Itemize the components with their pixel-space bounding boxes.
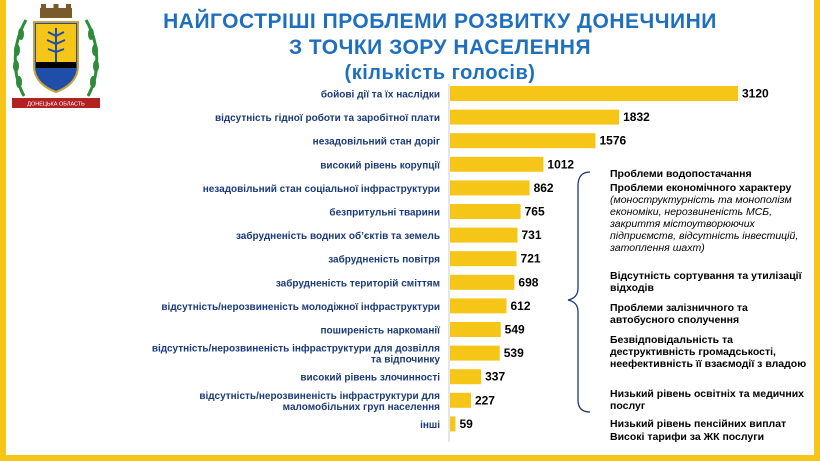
value-label-6: 765 bbox=[525, 205, 545, 219]
value-label-5: 862 bbox=[534, 181, 554, 195]
category-label-9: забрудненість територій сміттям bbox=[276, 277, 440, 289]
note-economic: Проблеми економічного характеру (моностр… bbox=[610, 182, 810, 254]
value-label-3: 1576 bbox=[599, 134, 626, 148]
value-label-11: 549 bbox=[505, 323, 525, 337]
category-label-4: високий рівень корупції bbox=[320, 160, 440, 171]
category-label-14: відсутність/нерозвиненість інфраструктур… bbox=[199, 390, 440, 413]
value-label-10: 612 bbox=[510, 299, 530, 313]
note-economic-title: Проблеми економічного характеру bbox=[610, 182, 792, 194]
category-label-1: бойові дії та їх наслідки bbox=[321, 89, 440, 101]
bar-6 bbox=[450, 204, 521, 219]
bar-4 bbox=[450, 156, 544, 172]
bar-13 bbox=[450, 369, 482, 385]
note-utility-tariffs: Високі тарифи за ЖК послуги bbox=[610, 431, 765, 443]
bar-1 bbox=[450, 86, 738, 101]
bar-7 bbox=[450, 227, 518, 243]
value-label-2: 1832 bbox=[623, 110, 650, 124]
value-label-14: 227 bbox=[475, 393, 495, 407]
bar-10 bbox=[450, 298, 507, 314]
bar-3 bbox=[450, 133, 596, 149]
donetsk-oblast-emblem: ДОНЕЦЬКА ОБЛАСТЬ bbox=[12, 4, 100, 108]
category-label-13: високий рівень злочинності bbox=[300, 373, 440, 384]
note-pensions: Низький рівень пенсійних виплат bbox=[610, 418, 787, 430]
page-title: НАЙГОСТРІШІ ПРОБЛЕМИ РОЗВИТКУ ДОНЕЧЧИНИ bbox=[163, 10, 717, 33]
value-label-4: 1012 bbox=[547, 157, 574, 171]
emblem-ribbon bbox=[12, 98, 100, 108]
category-label-2: відсутність гідної роботи та заробітної … bbox=[215, 112, 440, 124]
category-label-3: незадовільний стан доріг bbox=[313, 137, 440, 148]
value-label-13: 337 bbox=[485, 370, 505, 384]
wreath-icon bbox=[13, 19, 99, 97]
bar-8 bbox=[450, 251, 517, 267]
note-civic-responsibility: Безвідповідальність та деструктивність г… bbox=[610, 334, 807, 370]
value-label-1: 3120 bbox=[742, 87, 769, 101]
category-label-10: відсутність/нерозвиненість молодіжної ін… bbox=[161, 301, 440, 313]
note-waste-sorting: Відсутність сортування та утилізації від… bbox=[610, 270, 802, 294]
category-label-15: інші bbox=[420, 420, 440, 431]
category-label-6: безпритульні тварини bbox=[329, 207, 440, 219]
category-label-11: поширеність наркоманії bbox=[320, 326, 440, 337]
note-transport: Проблеми залізничного та автобусного спо… bbox=[610, 302, 748, 326]
page-title-line2: З ТОЧКИ ЗОРУ НАСЕЛЕННЯ bbox=[288, 36, 592, 59]
note-economic-detail: (моноструктурність та монополізм економі… bbox=[610, 194, 799, 254]
bar-5 bbox=[450, 180, 530, 196]
bar-11 bbox=[450, 322, 501, 337]
note-water-supply: Проблеми водопостачання bbox=[610, 168, 752, 180]
value-label-9: 698 bbox=[518, 275, 538, 289]
bar-9 bbox=[450, 274, 515, 290]
value-label-7: 731 bbox=[521, 228, 541, 242]
category-label-5: незадовільний стан соціальної інфраструк… bbox=[203, 183, 440, 195]
value-label-12: 539 bbox=[504, 346, 524, 360]
category-label-8: забрудненість повітря bbox=[328, 254, 440, 266]
bar-15 bbox=[450, 416, 456, 432]
category-label-12: відсутність/нерозвиненість інфраструктур… bbox=[152, 343, 441, 366]
note-education-health: Низький рівень освітніх та медичних посл… bbox=[610, 388, 804, 412]
emblem-ribbon-text: ДОНЕЦЬКА ОБЛАСТЬ bbox=[27, 102, 85, 108]
bar-14 bbox=[450, 392, 471, 408]
other-issues-brace bbox=[567, 171, 591, 413]
shield-icon bbox=[33, 21, 79, 94]
bar-12 bbox=[450, 345, 500, 361]
value-label-15: 59 bbox=[459, 417, 473, 431]
crown-icon bbox=[40, 4, 72, 18]
bar-2 bbox=[450, 109, 620, 125]
category-label-7: забрудненість водних об’єктів та земель bbox=[236, 230, 440, 242]
page-subtitle: (кількість голосів) bbox=[344, 62, 536, 84]
value-label-8: 721 bbox=[521, 252, 541, 266]
